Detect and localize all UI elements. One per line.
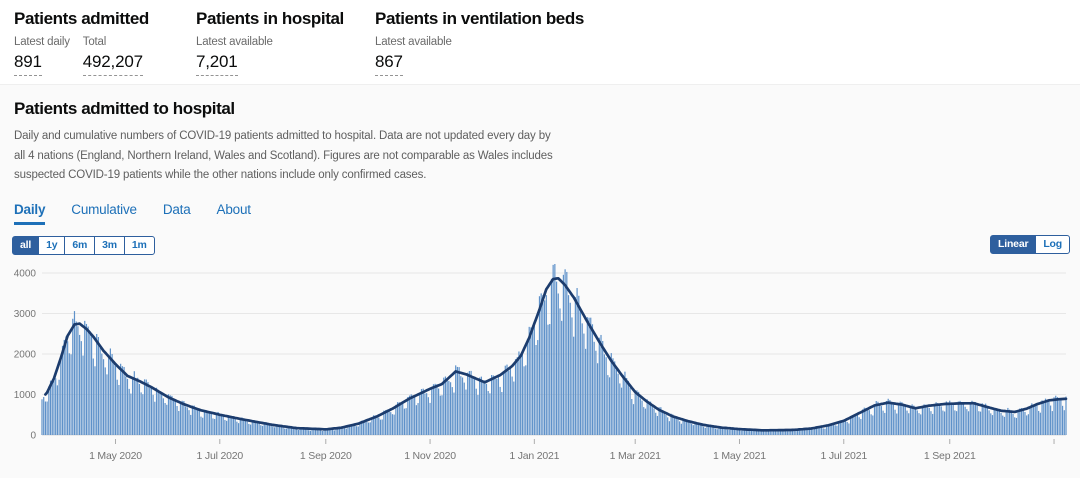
svg-text:1 Sep 2021: 1 Sep 2021 (924, 450, 976, 462)
time-range-buttons: all 1y 6m 3m 1m (12, 236, 155, 255)
scale-toggle: Linear Log (990, 235, 1070, 254)
metric-label: Latest daily (14, 36, 70, 48)
description-line: Daily and cumulative numbers of COVID-19… (14, 130, 551, 142)
svg-text:1 May 2020: 1 May 2020 (89, 450, 142, 462)
description-line: all 4 nations (England, Northern Ireland… (14, 149, 553, 162)
metric-label: Latest available (375, 36, 452, 48)
scale-button-log[interactable]: Log (1035, 235, 1070, 254)
svg-text:4000: 4000 (14, 269, 37, 280)
range-button-3m[interactable]: 3m (94, 236, 125, 255)
stat-patients-in-ventilation-beds: Patients in ventilation beds Latest avai… (375, 9, 584, 76)
svg-text:1000: 1000 (14, 390, 37, 401)
range-button-6m[interactable]: 6m (64, 236, 96, 255)
x-axis: 1 May 2020 1 Jul 2020 1 Sep 2020 1 Nov 2020… (89, 439, 1055, 462)
stat-title: Patients in ventilation beds (375, 9, 584, 28)
svg-text:1 Nov 2020: 1 Nov 2020 (404, 450, 456, 462)
stat-patients-admitted: Patients admitted Latest daily 891 Total… (14, 9, 156, 76)
metric-latest-available: Latest available 867 (375, 36, 452, 76)
svg-text:2000: 2000 (14, 350, 37, 361)
metric-value[interactable]: 492,207 (82, 52, 143, 76)
svg-text:1 Sep 2020: 1 Sep 2020 (300, 450, 352, 462)
card-title: Patients admitted to hospital (14, 99, 235, 118)
metric-label: Total (82, 36, 107, 48)
svg-text:1 Jan 2021: 1 Jan 2021 (509, 450, 559, 462)
metric-total: Total 492,207 (82, 36, 143, 76)
svg-text:1 Mar 2021: 1 Mar 2021 (610, 450, 661, 462)
svg-text:3000: 3000 (14, 309, 37, 320)
chart-controls: all 1y 6m 3m 1m Linear Log (12, 235, 1070, 255)
stat-title: Patients admitted (14, 9, 149, 28)
card-description: Daily and cumulative numbers of COVID-19… (14, 127, 553, 186)
tab-data[interactable]: Data (162, 202, 191, 217)
range-button-1y[interactable]: 1y (38, 236, 66, 255)
tab-about[interactable]: About (216, 202, 251, 217)
tab-daily[interactable]: Daily (14, 202, 45, 225)
daily-bars (41, 264, 1067, 435)
stat-patients-in-hospital: Patients in hospital Latest available 7,… (196, 9, 344, 76)
admissions-card: Patients admitted to hospital Daily and … (0, 84, 1080, 478)
range-button-1m[interactable]: 1m (123, 236, 155, 255)
description-line: suspected COVID-19 patients while the ot… (14, 169, 427, 181)
tab-cumulative[interactable]: Cumulative (71, 202, 137, 217)
metric-value[interactable]: 7,201 (196, 52, 238, 76)
svg-text:1 Jul 2021: 1 Jul 2021 (821, 450, 868, 462)
svg-text:1 May 2021: 1 May 2021 (713, 450, 766, 462)
scale-button-linear[interactable]: Linear (990, 235, 1037, 254)
svg-text:1 Jul 2020: 1 Jul 2020 (197, 450, 244, 462)
metric-label: Latest available (196, 36, 273, 48)
metric-value[interactable]: 867 (375, 52, 403, 76)
range-button-all[interactable]: all (12, 236, 40, 255)
stat-title: Patients in hospital (196, 9, 344, 28)
rolling-average-line (44, 276, 1068, 432)
metric-value[interactable]: 891 (14, 52, 42, 76)
svg-text:0: 0 (30, 431, 36, 442)
metric-latest-daily: Latest daily 891 (14, 36, 70, 76)
metric-latest-available: Latest available 7,201 (196, 36, 273, 76)
chart-area: 0 1000 2000 3000 4000 1 May 2020 1 Jul 2020 1 S… (0, 257, 1080, 471)
admissions-chart[interactable]: 0 1000 2000 3000 4000 1 May 2020 1 Jul 2020 1 S… (0, 257, 1080, 471)
headline-stats: Patients admitted Latest daily 891 Total… (0, 9, 1080, 79)
card-tabs: Daily Cumulative Data About (14, 202, 277, 225)
